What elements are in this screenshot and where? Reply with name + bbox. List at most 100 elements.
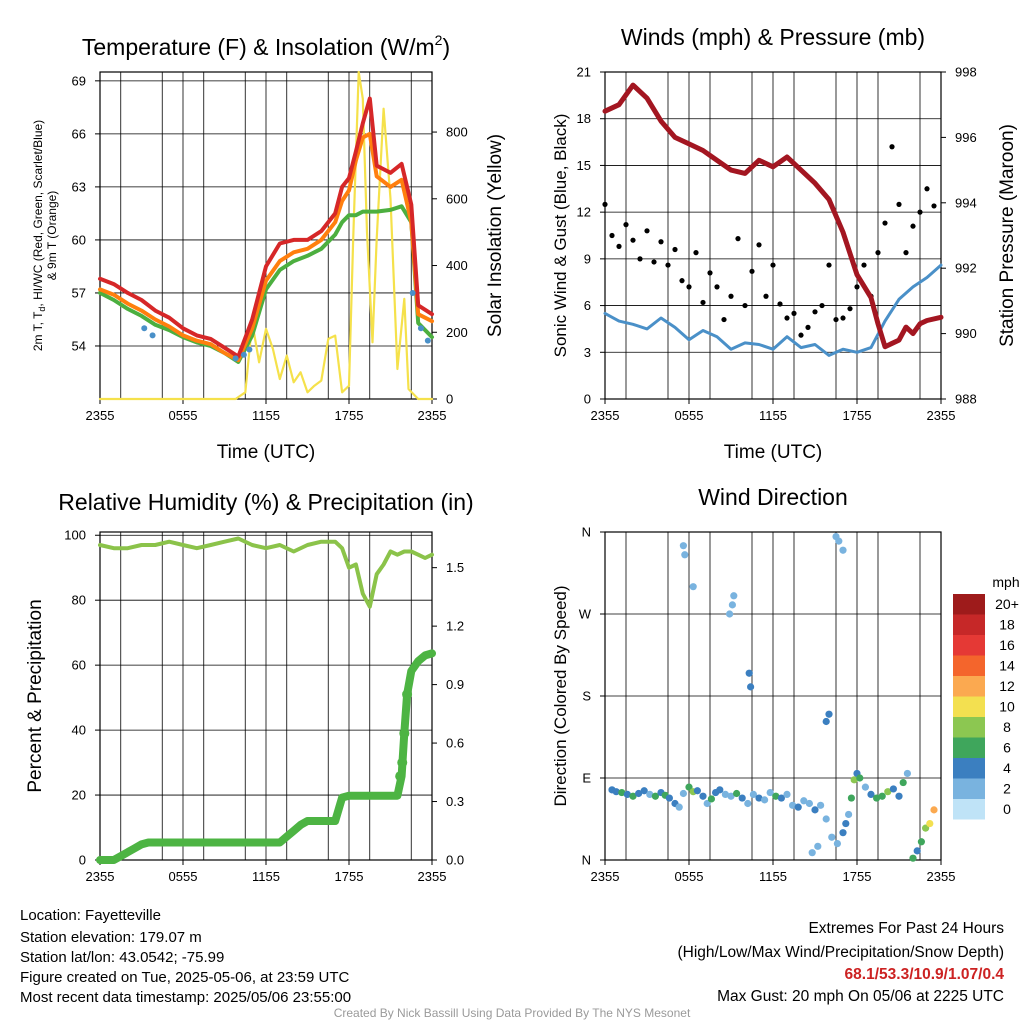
data-point bbox=[735, 236, 741, 242]
direction-point bbox=[745, 669, 753, 677]
x-tick-label: 1155 bbox=[252, 408, 280, 423]
extremes-description: (High/Low/Max Wind/Precipitation/Snow De… bbox=[677, 944, 1005, 961]
direction-point bbox=[693, 787, 702, 795]
direction-point bbox=[747, 683, 755, 691]
data-point bbox=[609, 232, 615, 239]
data-point bbox=[819, 302, 825, 309]
x-tick-label: 1155 bbox=[759, 408, 787, 423]
data-point bbox=[812, 309, 818, 315]
data-point bbox=[903, 250, 909, 256]
y2-tick-label: 600 bbox=[446, 191, 468, 206]
y2-tick-label: 400 bbox=[446, 258, 468, 273]
direction-point bbox=[726, 610, 734, 618]
direction-point bbox=[733, 789, 741, 798]
direction-point bbox=[783, 790, 791, 799]
direction-point bbox=[903, 769, 912, 778]
series-line bbox=[98, 96, 434, 359]
y-tick-label: W bbox=[579, 607, 592, 622]
y-tick-label: 60 bbox=[72, 232, 86, 247]
y2-tick-label: 996 bbox=[955, 130, 977, 145]
legend-label: 20+ bbox=[995, 596, 1019, 612]
data-point bbox=[798, 332, 804, 338]
legend-label: 0 bbox=[1003, 801, 1011, 817]
x-tick-label: 2355 bbox=[927, 869, 956, 884]
direction-point bbox=[727, 792, 735, 800]
x-tick-label: 2355 bbox=[86, 869, 115, 884]
direction-point bbox=[665, 794, 674, 802]
y-tick-label: 3 bbox=[584, 345, 591, 360]
data-point bbox=[896, 201, 902, 207]
direction-point bbox=[777, 794, 786, 802]
y-tick-label: 54 bbox=[72, 338, 86, 353]
direction-point bbox=[675, 803, 683, 811]
data-point bbox=[424, 337, 431, 344]
data-point bbox=[149, 332, 156, 339]
y2-tick-label: 1.2 bbox=[446, 619, 464, 634]
x-tick-label: 1755 bbox=[843, 869, 872, 884]
panel-3: 2355 0555 1155 1755 23550204060801000.00.30.… bbox=[25, 489, 474, 884]
legend-swatch bbox=[953, 614, 985, 635]
chart-title: Wind Direction bbox=[698, 484, 848, 510]
data-point bbox=[847, 306, 853, 312]
data-point bbox=[854, 284, 860, 290]
x-tick-label: 2355 bbox=[591, 869, 620, 884]
y2-tick-label: 0.9 bbox=[446, 677, 464, 692]
legend-swatch bbox=[953, 676, 985, 697]
data-point bbox=[679, 278, 685, 284]
direction-point bbox=[651, 792, 660, 800]
direction-point bbox=[794, 803, 802, 811]
direction-point bbox=[873, 794, 881, 802]
x-tick-label: 1755 bbox=[335, 408, 364, 423]
x-tick-label: 2355 bbox=[86, 408, 115, 423]
data-point bbox=[686, 284, 692, 290]
max-gust-label: Max Gust: 20 mph On 05/06 at 2225 UTC bbox=[717, 988, 1004, 1005]
data-point bbox=[889, 144, 895, 150]
y-tick-label: 0 bbox=[79, 853, 86, 868]
data-point bbox=[784, 315, 790, 321]
y-tick-label: 15 bbox=[577, 158, 591, 173]
y-tick-label: S bbox=[582, 689, 591, 704]
data-point bbox=[756, 242, 762, 248]
data-point bbox=[399, 728, 410, 739]
data-point bbox=[910, 223, 916, 229]
direction-point bbox=[623, 790, 632, 799]
data-point bbox=[770, 262, 776, 268]
series-line bbox=[98, 536, 434, 609]
y-tick-label: 69 bbox=[72, 73, 86, 88]
data-point bbox=[623, 222, 629, 228]
y-tick-label: 60 bbox=[72, 658, 86, 673]
data-point bbox=[707, 270, 713, 276]
panel-1: 2355 0555 1155 1755 2355 54 57 60 63 66 69 0 200 400 6… bbox=[31, 32, 506, 463]
y2-tick-label: 988 bbox=[955, 392, 977, 407]
data-point bbox=[602, 201, 608, 207]
y2-tick-label: 0.3 bbox=[446, 794, 464, 809]
direction-point bbox=[835, 537, 843, 545]
data-point bbox=[240, 351, 247, 358]
direction-point bbox=[618, 788, 626, 797]
plot-frame bbox=[604, 531, 942, 861]
y2-tick-label: 994 bbox=[955, 195, 977, 210]
direction-point bbox=[930, 806, 938, 814]
extremes-title: Extremes For Past 24 Hours bbox=[808, 920, 1004, 937]
direction-point bbox=[646, 790, 654, 799]
legend-label: 14 bbox=[999, 658, 1015, 674]
y2-tick-label: 800 bbox=[446, 125, 468, 140]
direction-point bbox=[847, 794, 856, 802]
speed-legend: mph 20+ 18 16 14 12 10 8 6 4 2 0 bbox=[953, 574, 1020, 820]
direction-point bbox=[926, 819, 934, 828]
direction-point bbox=[878, 792, 886, 800]
x-tick-label: 1155 bbox=[759, 869, 787, 884]
direction-point bbox=[839, 829, 847, 837]
y-tick-label: 40 bbox=[72, 723, 86, 738]
y-tick-label: N bbox=[582, 853, 591, 868]
legend-label: 16 bbox=[999, 637, 1015, 653]
y2-tick-label: 0.0 bbox=[446, 853, 464, 868]
data-point bbox=[861, 262, 867, 268]
series-line bbox=[602, 82, 944, 350]
legend-swatch bbox=[953, 594, 985, 615]
direction-point bbox=[817, 801, 825, 809]
x-tick-label: 1755 bbox=[843, 408, 872, 423]
data-point bbox=[141, 325, 148, 332]
plot-frame bbox=[99, 531, 433, 861]
legend-title: mph bbox=[992, 574, 1019, 590]
